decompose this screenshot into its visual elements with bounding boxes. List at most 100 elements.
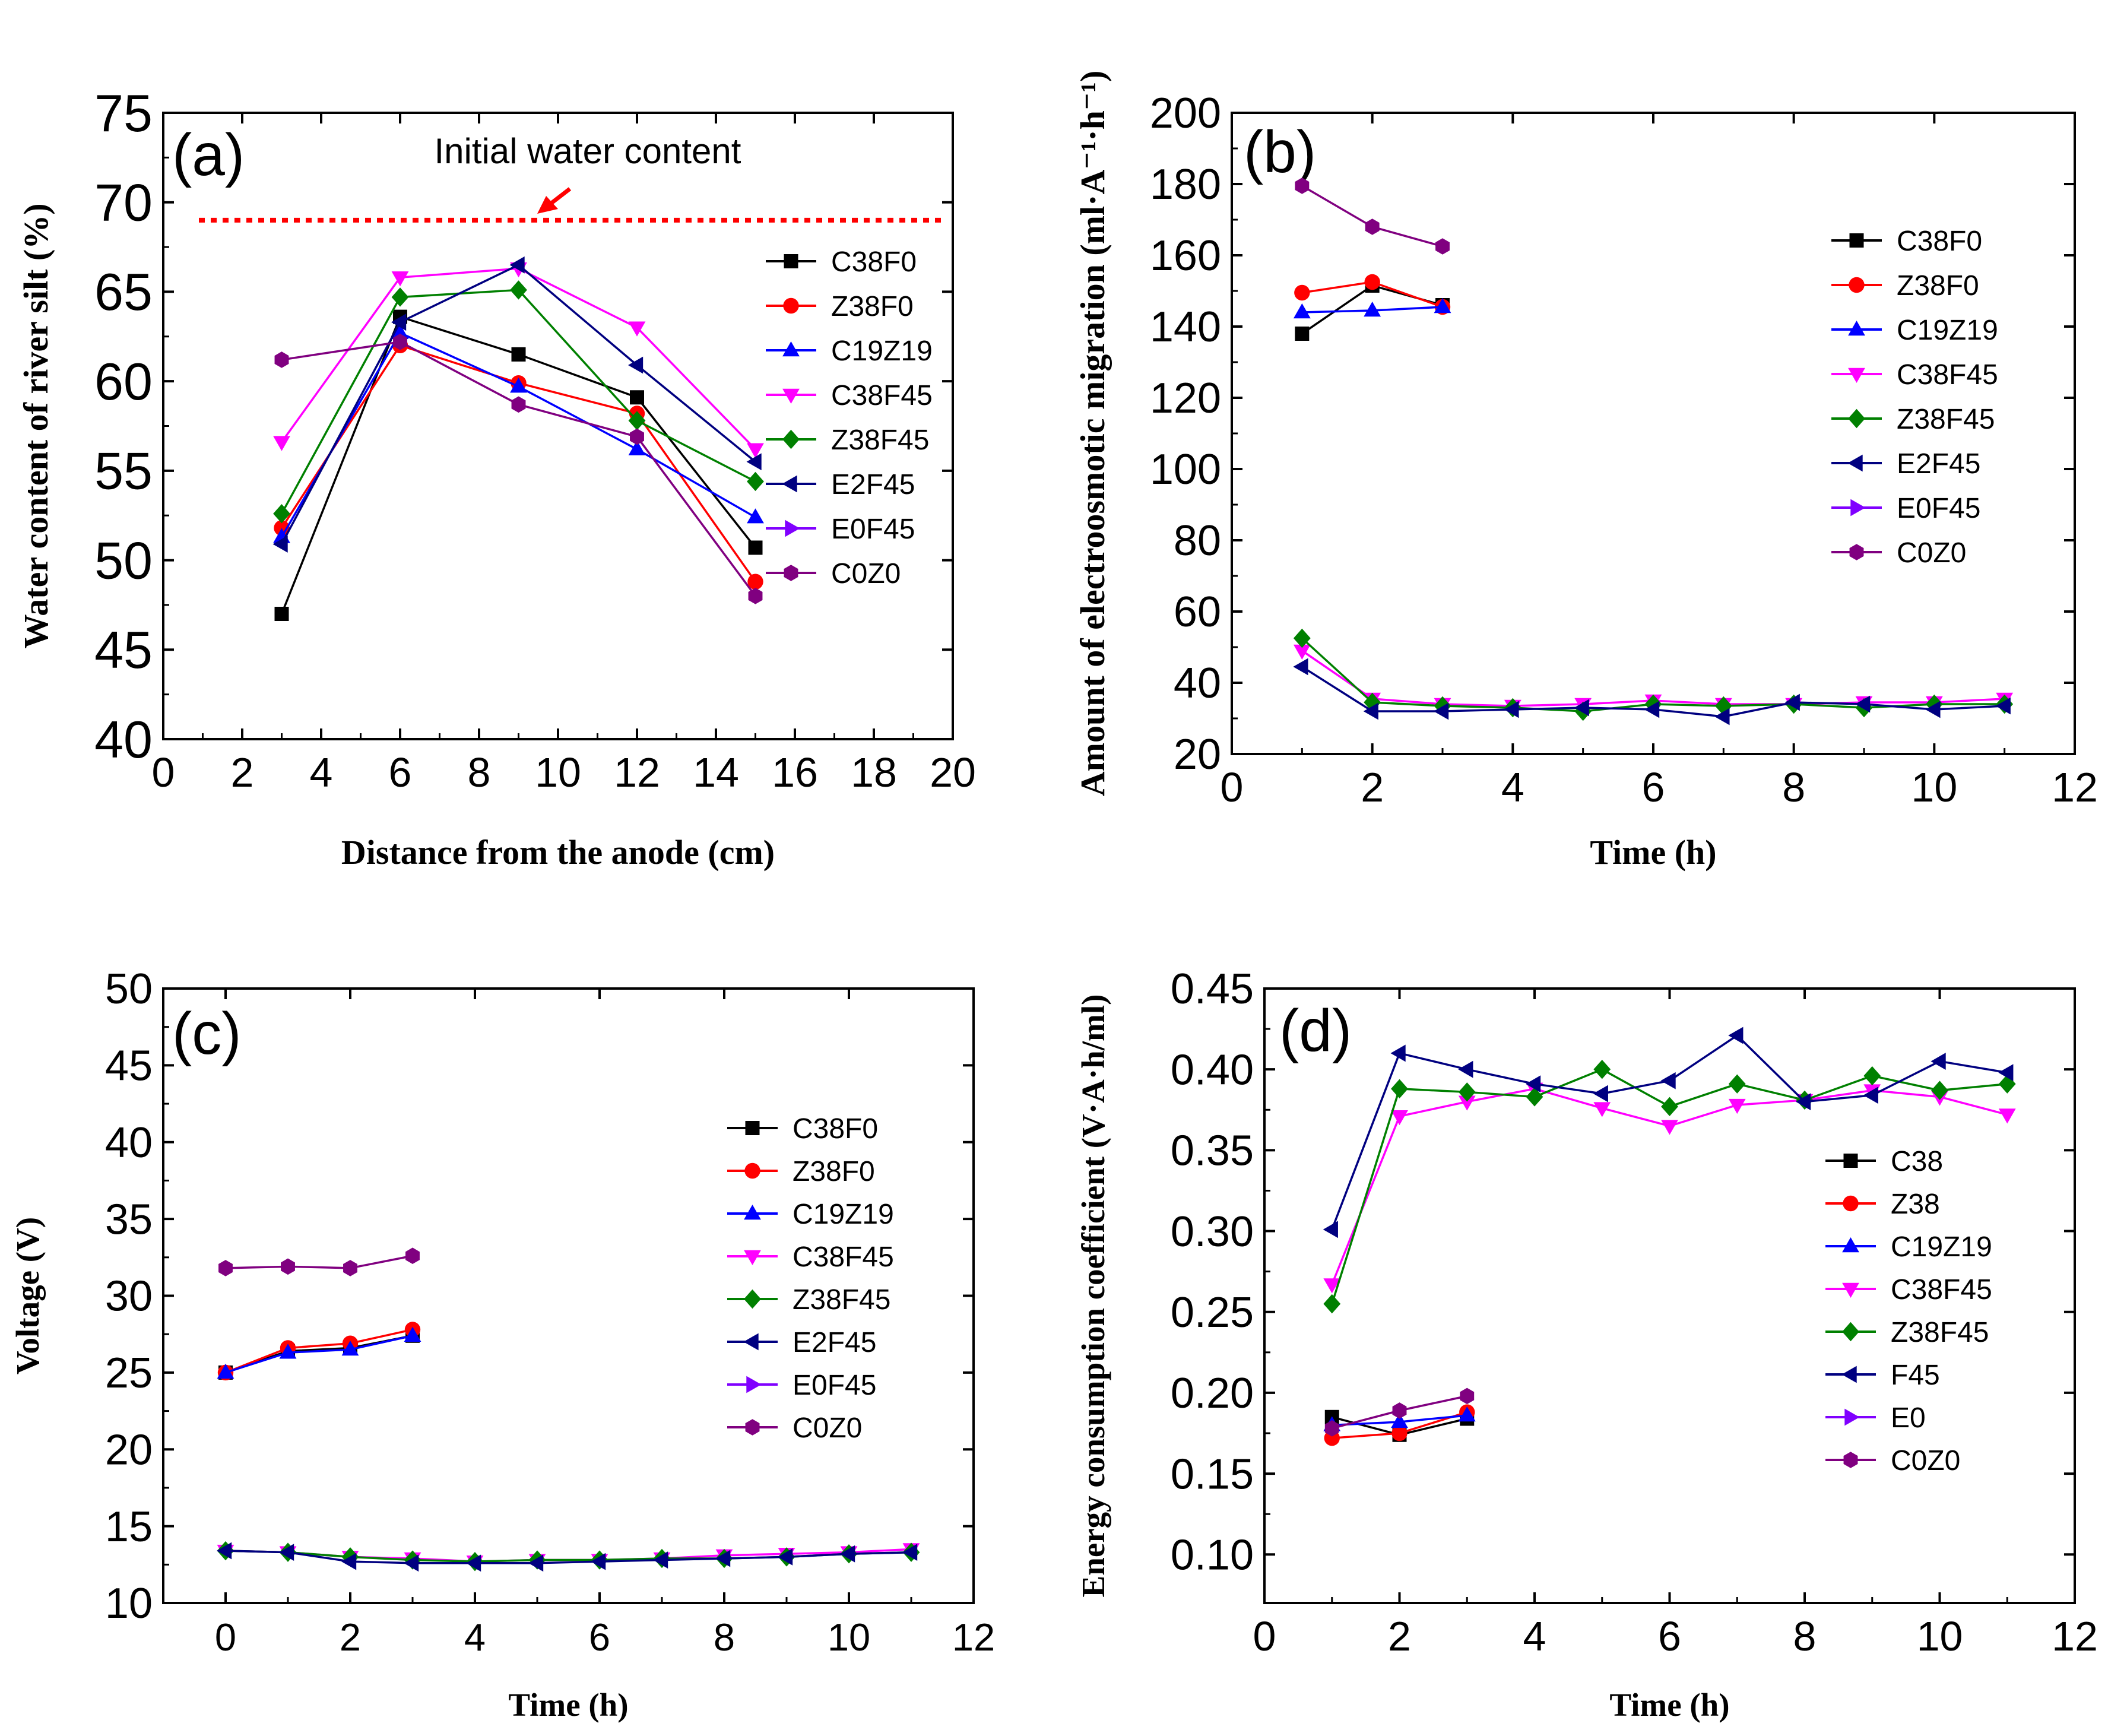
legend-label: C38F0 xyxy=(831,246,917,278)
x-tick-label: 16 xyxy=(772,749,818,796)
x-axis-title: Time (h) xyxy=(1609,1687,1729,1723)
data-point xyxy=(404,1326,421,1342)
data-point xyxy=(1784,693,1800,711)
y-tick-label: 40 xyxy=(1174,660,1221,707)
legend-marker xyxy=(784,565,798,581)
y-tick-label: 80 xyxy=(1174,517,1221,565)
data-point xyxy=(653,1551,668,1569)
legend-marker xyxy=(1841,1366,1857,1383)
series-line xyxy=(225,1255,413,1269)
series-C0Z0 xyxy=(218,1247,420,1276)
data-point xyxy=(1434,298,1451,313)
x-tick-label: 14 xyxy=(693,749,739,796)
data-point xyxy=(1526,1075,1541,1093)
y-tick-label: 35 xyxy=(105,1196,153,1243)
panel-label: (a) xyxy=(172,122,245,188)
y-tick-label: 30 xyxy=(105,1273,153,1320)
series-C38F0 xyxy=(218,1328,420,1380)
legend-marker xyxy=(1849,233,1864,248)
legend-marker xyxy=(1843,1452,1858,1468)
y-tick-label: 120 xyxy=(1150,375,1221,422)
legend-marker xyxy=(782,429,800,449)
data-point xyxy=(393,334,407,350)
y-tick-label: 40 xyxy=(94,710,153,769)
data-point xyxy=(510,280,527,300)
legend-marker xyxy=(783,297,799,314)
y-tick-label: 0.25 xyxy=(1171,1289,1254,1336)
legend-marker xyxy=(744,1289,761,1309)
legend-label: E0F45 xyxy=(831,514,915,545)
legend-label: C19Z19 xyxy=(1891,1231,1992,1263)
data-point xyxy=(1391,1425,1408,1442)
series-C38F0 xyxy=(274,309,763,621)
x-axis-title: Time (h) xyxy=(1590,833,1716,872)
x-tick-label: 0 xyxy=(215,1615,236,1659)
data-point xyxy=(1995,697,2011,715)
legend-label: Z38F0 xyxy=(1897,270,1979,302)
y-tick-label: 45 xyxy=(94,620,153,679)
data-point xyxy=(1391,1412,1408,1428)
chart-panel-2: 0 2 4 6 8 10 12 10 15 20 25 30 35 40 45 50 Time (h) Volta… xyxy=(9,965,995,1723)
data-point xyxy=(1593,1059,1611,1079)
legend-marker xyxy=(1843,1154,1858,1168)
data-point xyxy=(748,540,763,555)
legend-label: C38F45 xyxy=(1897,359,1998,391)
x-tick-label: 2 xyxy=(1361,764,1384,810)
series-Z38F45 xyxy=(1323,1059,2016,1314)
data-point xyxy=(528,1554,544,1572)
x-tick-label: 6 xyxy=(589,1615,610,1659)
legend-label: C19Z19 xyxy=(831,335,933,367)
data-point xyxy=(746,453,762,471)
x-tick-label: 8 xyxy=(1782,764,1805,810)
x-tick-label: 6 xyxy=(389,749,412,796)
legend-label: C38F0 xyxy=(1897,226,1982,257)
y-tick-label: 50 xyxy=(94,531,153,590)
data-point xyxy=(902,1544,918,1561)
x-tick-label: 12 xyxy=(952,1615,995,1659)
data-point xyxy=(281,1258,295,1275)
legend-label: Z38F0 xyxy=(831,291,914,322)
data-point xyxy=(509,256,525,274)
data-point xyxy=(1998,1064,2014,1082)
legend-label: E0 xyxy=(1891,1402,1926,1434)
y-axis-title: Amount of electroosmotic migration (ml·A… xyxy=(1073,71,1112,797)
data-point xyxy=(628,356,644,374)
annotation-arrow-shaft xyxy=(547,187,572,207)
data-point xyxy=(391,313,407,331)
legend-marker xyxy=(743,1333,759,1351)
data-point xyxy=(715,1550,731,1567)
chart-panel-1: 0 2 4 6 8 10 12 20 40 60 80 100 120 140 160 180 200 Time … xyxy=(1073,71,2098,872)
legend-label: E2F45 xyxy=(831,469,915,500)
legend-marker xyxy=(1848,368,1865,383)
data-point xyxy=(273,436,290,451)
data-point xyxy=(1460,1387,1475,1405)
data-point xyxy=(1323,1221,1338,1238)
series-C19Z19 xyxy=(217,1326,421,1379)
y-tick-label: 60 xyxy=(1174,588,1221,636)
legend-marker xyxy=(1848,408,1865,429)
data-point xyxy=(1391,1110,1408,1126)
data-point xyxy=(1796,1093,1811,1111)
data-point xyxy=(391,287,409,307)
legend-marker xyxy=(745,1121,760,1135)
legend-marker xyxy=(1848,321,1865,336)
legend-label: C0Z0 xyxy=(793,1412,862,1444)
legend-label: C0Z0 xyxy=(831,558,901,590)
data-point xyxy=(1855,695,1871,713)
data-point xyxy=(778,1548,793,1566)
data-point xyxy=(1295,327,1310,341)
data-point xyxy=(218,1260,233,1276)
x-tick-label: 4 xyxy=(464,1615,486,1659)
data-point xyxy=(1294,284,1310,301)
y-tick-label: 50 xyxy=(105,965,153,1013)
legend-label: Z38F45 xyxy=(793,1284,890,1316)
data-point xyxy=(747,508,764,524)
data-point xyxy=(1365,218,1380,235)
data-point xyxy=(1863,1066,1881,1086)
y-tick-label: 15 xyxy=(105,1503,153,1551)
legend-marker xyxy=(784,254,798,268)
x-tick-label: 4 xyxy=(310,749,333,796)
x-tick-label: 10 xyxy=(535,749,581,796)
x-axis-title: Distance from the anode (cm) xyxy=(341,833,775,872)
data-point xyxy=(1660,1072,1676,1089)
